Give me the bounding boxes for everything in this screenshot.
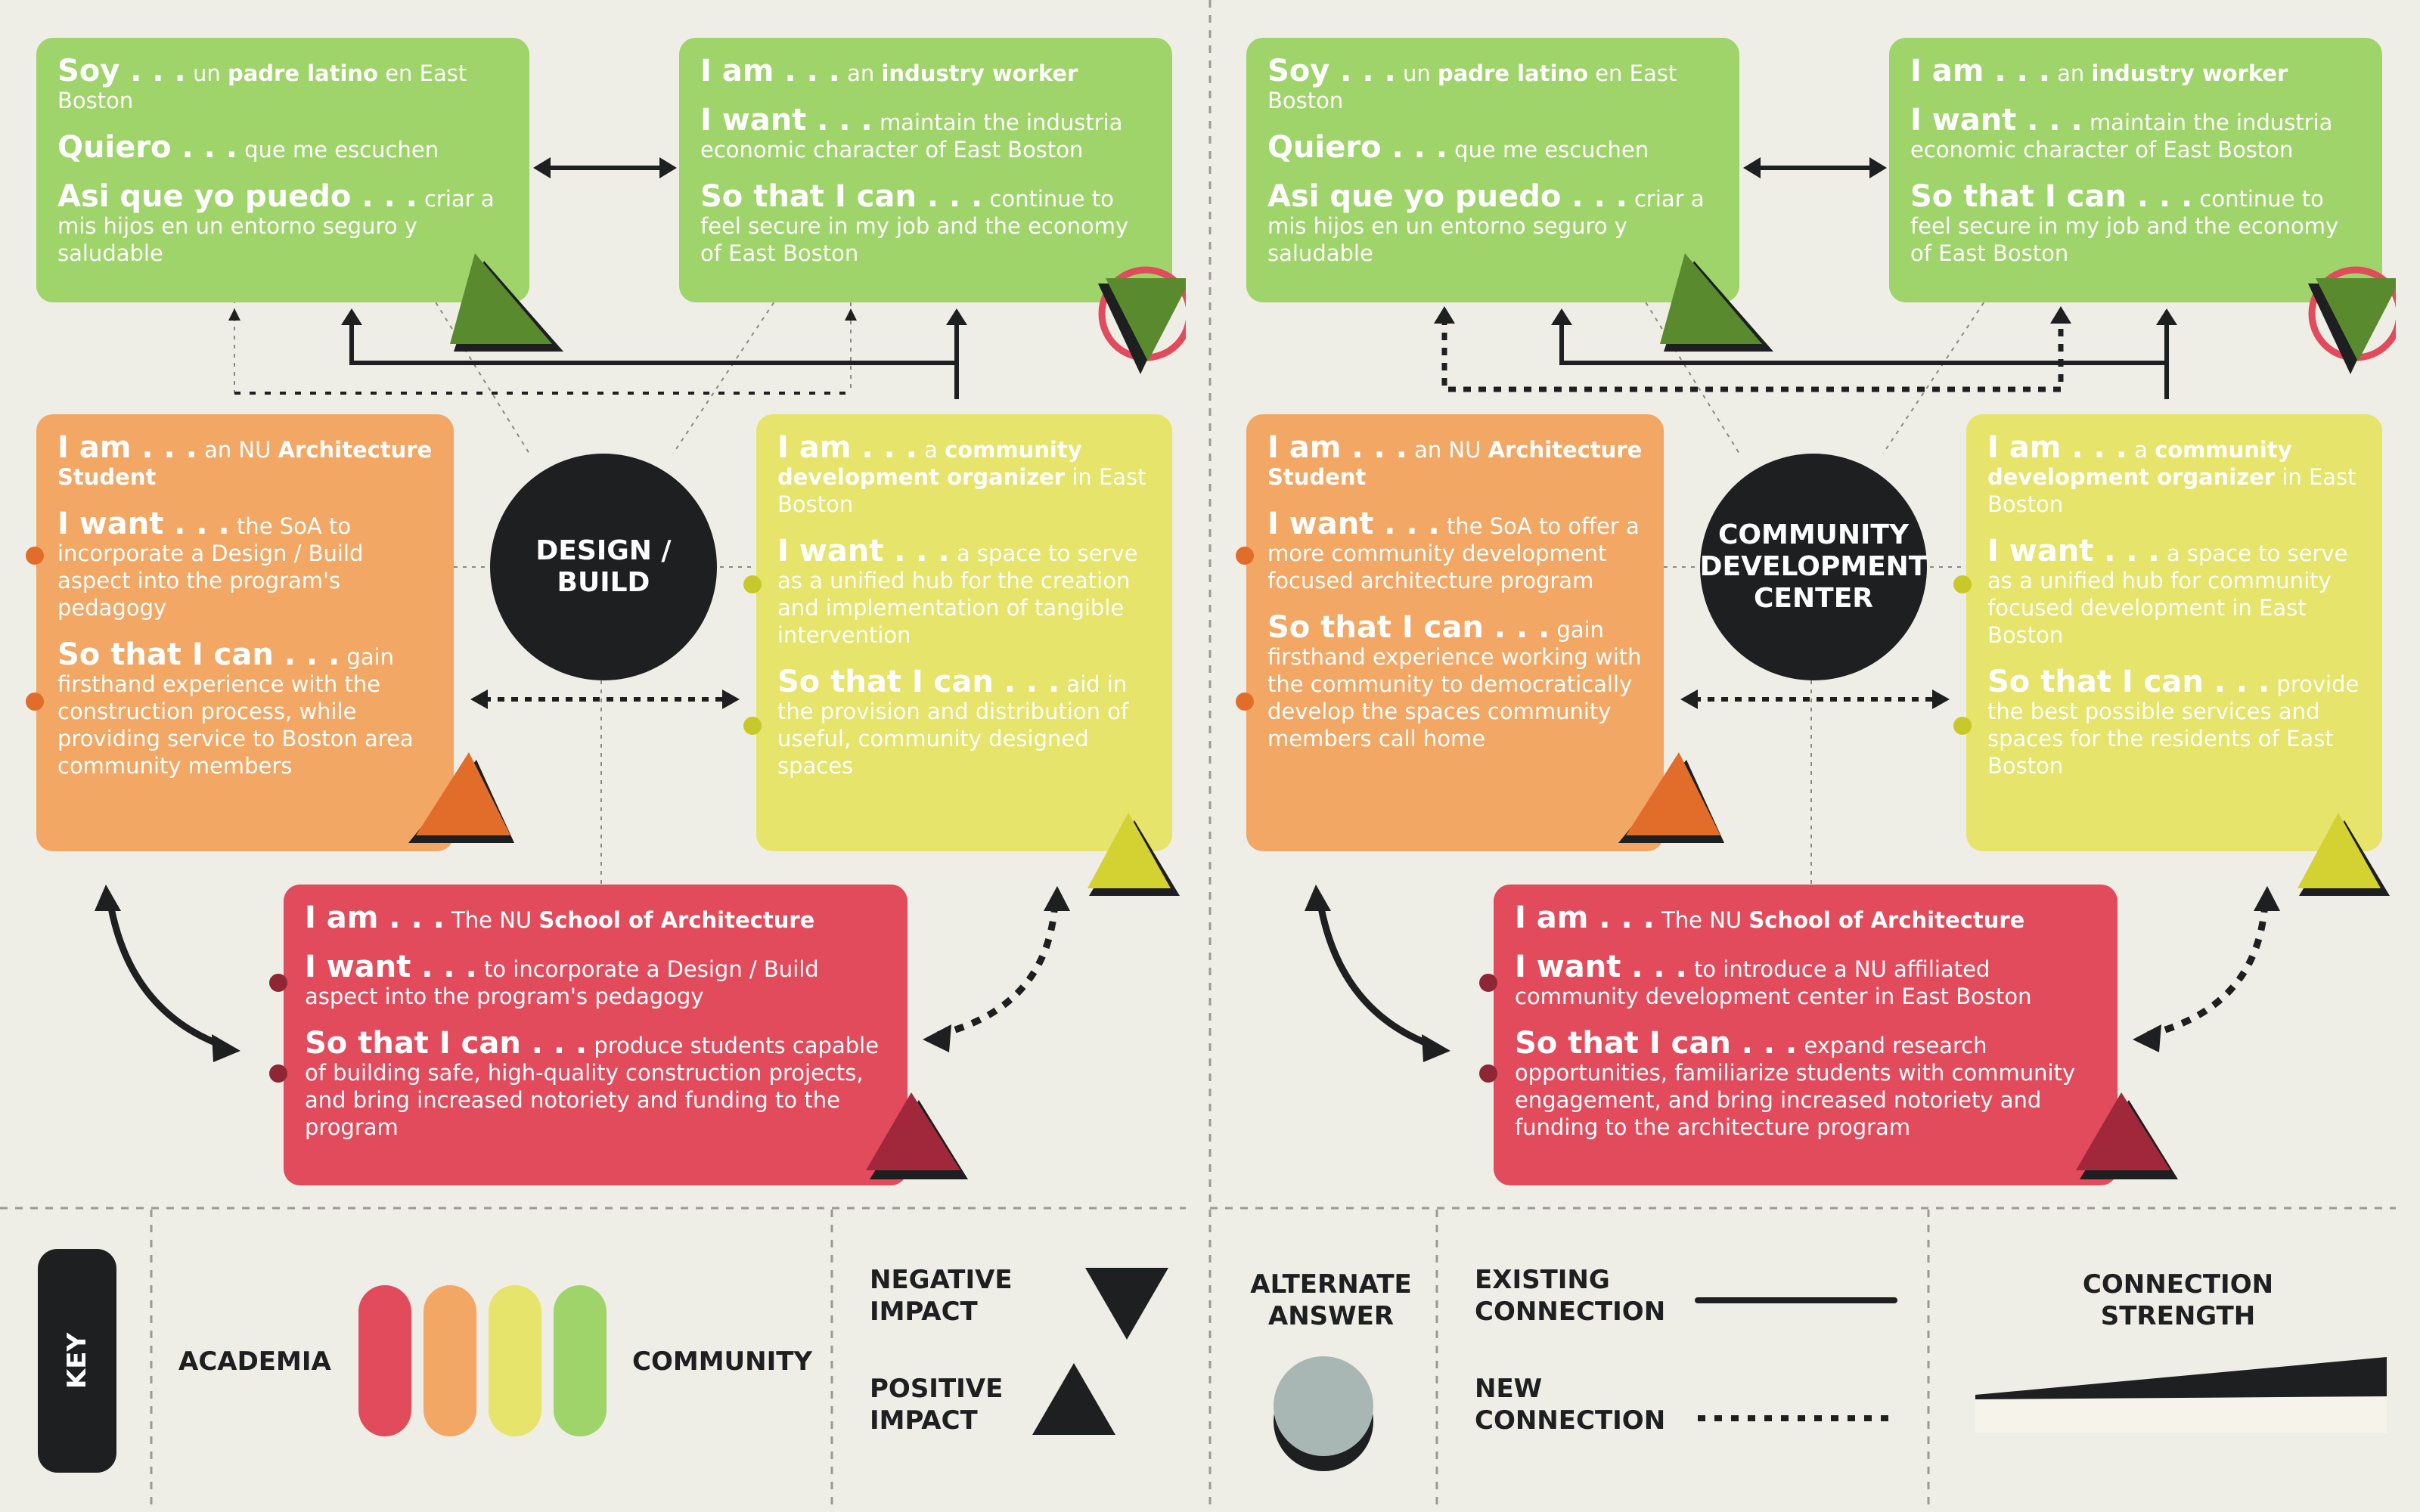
panel-community-development-center: Soy . . . un padre latino en East Boston… xyxy=(1210,0,2396,1210)
legend-color-yellow xyxy=(489,1285,541,1436)
positive-impact-icon xyxy=(1032,1363,1115,1435)
card-architecture-student: I am . . . an NU Architecture Student I … xyxy=(1246,414,1664,851)
key-tab: KEY xyxy=(38,1249,116,1473)
hub-community-development-center: COMMUNITY DEVELOPMENT CENTER xyxy=(1700,454,1927,680)
legend-strength-label: CONNECTION STRENGTH xyxy=(2082,1269,2274,1331)
legend-color-academia xyxy=(358,1285,411,1436)
card-community-organizer: I am . . . a community development organ… xyxy=(1966,414,2382,851)
key-title: KEY xyxy=(61,1332,92,1390)
card-industry-worker: I am . . . an industry worker I want . .… xyxy=(679,38,1172,302)
alternate-answer-icon xyxy=(1274,1356,1373,1471)
hub-design-build: DESIGN / BUILD xyxy=(490,454,717,680)
card-school-of-architecture: I am . . . The NU School of Architecture… xyxy=(1494,885,2118,1185)
card-architecture-student: I am . . . an NU Architecture Student I … xyxy=(36,414,454,851)
card-school-of-architecture: I am . . . The NU School of Architecture… xyxy=(284,885,908,1185)
legend: KEY ACADEMIA COMMUNITY NEGATIVE IMPACT P… xyxy=(0,1210,2420,1512)
new-connection-line xyxy=(1698,1415,1894,1421)
card-latino-parent: Soy . . . un padre latino en East Boston… xyxy=(36,38,529,302)
card-industry-worker: I am . . . an industry worker I want . .… xyxy=(1889,38,2382,302)
legend-positive-label: POSITIVE IMPACT xyxy=(870,1374,1004,1436)
connection-strength-wedge xyxy=(1975,1357,2387,1433)
legend-new-label: NEW CONNECTION xyxy=(1475,1374,1666,1436)
panel-design-build: Soy . . . un padre latino en East Boston… xyxy=(0,0,1186,1210)
legend-alternate-label: ALTERNATE ANSWER xyxy=(1250,1269,1412,1331)
existing-connection-line xyxy=(1695,1297,1897,1303)
card-latino-parent: Soy . . . un padre latino en East Boston… xyxy=(1246,38,1739,302)
negative-impact-icon xyxy=(1085,1268,1168,1340)
legend-community-label: COMMUNITY xyxy=(632,1346,813,1377)
legend-color-orange xyxy=(424,1285,476,1436)
legend-color-community xyxy=(554,1285,607,1436)
legend-negative-label: NEGATIVE IMPACT xyxy=(870,1265,1013,1327)
legend-academia-label: ACADEMIA xyxy=(178,1346,331,1377)
card-community-organizer: I am . . . a community development organ… xyxy=(756,414,1172,851)
legend-existing-label: EXISTING CONNECTION xyxy=(1475,1265,1666,1327)
